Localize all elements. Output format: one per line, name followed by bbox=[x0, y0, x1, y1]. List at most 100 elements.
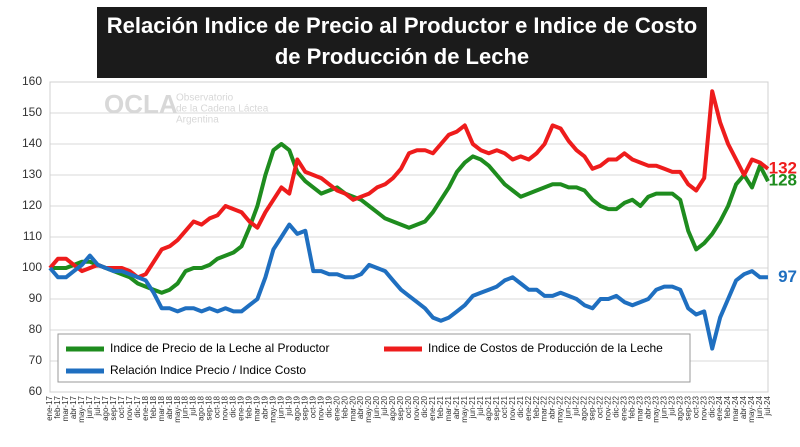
x-tick-label: feb-18 bbox=[149, 395, 158, 418]
x-tick-label: mar-21 bbox=[444, 395, 453, 421]
y-tick-label: 140 bbox=[22, 136, 42, 150]
x-tick-label: may-22 bbox=[556, 395, 565, 422]
x-tick-label: sep-23 bbox=[683, 395, 692, 420]
watermark: de la Cadena Láctea bbox=[176, 104, 269, 115]
watermark: Argentina bbox=[176, 115, 219, 126]
x-tick-label: sep-21 bbox=[492, 395, 501, 420]
y-tick-label: 80 bbox=[29, 322, 43, 336]
y-tick-label: 100 bbox=[22, 260, 42, 274]
x-tick-label: may-17 bbox=[77, 395, 86, 422]
x-tick-label: nov-19 bbox=[316, 395, 325, 420]
x-tick-label: jul-23 bbox=[667, 395, 676, 416]
x-tick-label: jun-21 bbox=[468, 395, 477, 419]
series-line bbox=[48, 89, 770, 280]
x-tick-label: mar-20 bbox=[348, 395, 357, 421]
x-tick-label: dic-18 bbox=[229, 395, 238, 417]
x-tick-label: mar-23 bbox=[635, 395, 644, 421]
x-tick-label: nov-23 bbox=[699, 395, 708, 420]
x-tick-label: ene-21 bbox=[428, 395, 437, 420]
y-tick-label: 60 bbox=[29, 384, 43, 398]
y-tick-label: 160 bbox=[22, 74, 42, 88]
x-tick-label: ene-24 bbox=[715, 395, 724, 420]
x-tick-label: dic-17 bbox=[133, 395, 142, 417]
x-tick-label: abr-19 bbox=[261, 395, 270, 419]
y-tick-label: 130 bbox=[22, 167, 42, 181]
end-label: 97 bbox=[778, 267, 797, 286]
x-tick-label: mar-24 bbox=[731, 395, 740, 421]
x-tick-label: jun-23 bbox=[659, 395, 668, 419]
watermark: Observatorio bbox=[176, 93, 234, 104]
x-tick-label: jun-18 bbox=[181, 395, 190, 419]
x-tick-label: dic-23 bbox=[707, 395, 716, 417]
x-tick-label: jul-21 bbox=[476, 395, 485, 416]
x-tick-label: ago-19 bbox=[292, 395, 301, 420]
y-tick-label: 90 bbox=[29, 291, 43, 305]
x-tick-label: abr-20 bbox=[356, 395, 365, 419]
x-tick-label: sep-20 bbox=[396, 395, 405, 420]
chart-title: de Producción de Leche bbox=[275, 44, 529, 69]
x-tick-label: mar-19 bbox=[253, 395, 262, 421]
x-tick-label: sep-17 bbox=[109, 395, 118, 420]
x-tick-label: oct-23 bbox=[691, 395, 700, 418]
x-tick-label: jul-20 bbox=[380, 395, 389, 416]
legend-label: Relación Indice Precio / Indice Costo bbox=[110, 363, 306, 377]
end-label: 132 bbox=[769, 158, 797, 177]
x-tick-label: dic-20 bbox=[420, 395, 429, 417]
plot-border bbox=[49, 81, 769, 393]
chart-title: Relación Indice de Precio al Productor e… bbox=[107, 13, 697, 38]
x-tick-label: sep-19 bbox=[300, 395, 309, 420]
x-tick-label: dic-22 bbox=[612, 395, 621, 417]
x-tick-label: feb-19 bbox=[245, 395, 254, 418]
x-tick-label: jul-19 bbox=[284, 395, 293, 416]
x-tick-label: oct-21 bbox=[500, 395, 509, 418]
x-tick-label: ene-19 bbox=[237, 395, 246, 420]
x-tick-label: jul-24 bbox=[763, 395, 772, 416]
x-tick-label: abr-24 bbox=[739, 395, 748, 419]
x-tick-label: oct-22 bbox=[596, 395, 605, 418]
x-tick-label: may-19 bbox=[268, 395, 277, 422]
series-line bbox=[50, 142, 770, 295]
end-label: 128 bbox=[769, 171, 797, 190]
legend-label: Indice de Precio de la Leche al Producto… bbox=[110, 341, 329, 355]
x-tick-label: may-21 bbox=[460, 395, 469, 422]
y-tick-label: 110 bbox=[23, 229, 42, 243]
x-tick-label: jun-24 bbox=[755, 395, 764, 419]
x-tick-label: sep-22 bbox=[588, 395, 597, 420]
y-tick-label: 150 bbox=[22, 105, 42, 119]
x-tick-label: nov-20 bbox=[412, 395, 421, 420]
x-tick-label: ene-20 bbox=[332, 395, 341, 420]
x-tick-label: oct-17 bbox=[117, 395, 126, 418]
x-tick-label: mar-17 bbox=[61, 395, 70, 421]
x-tick-label: nov-22 bbox=[604, 395, 613, 420]
x-tick-label: jun-22 bbox=[564, 395, 573, 419]
x-tick-label: may-23 bbox=[651, 395, 660, 422]
x-tick-label: feb-20 bbox=[340, 395, 349, 418]
x-tick-label: jul-22 bbox=[572, 395, 581, 416]
x-tick-label: ago-22 bbox=[580, 395, 589, 420]
x-tick-label: ene-22 bbox=[524, 395, 533, 420]
legend-label: Indice de Costos de Producción de la Lec… bbox=[428, 341, 663, 355]
x-tick-label: mar-22 bbox=[540, 395, 549, 421]
x-tick-label: jun-20 bbox=[372, 395, 381, 419]
x-tick-label: may-18 bbox=[173, 395, 182, 422]
x-tick-label: abr-21 bbox=[452, 395, 461, 419]
x-tick-label: feb-24 bbox=[723, 395, 732, 418]
x-tick-label: feb-22 bbox=[532, 395, 541, 418]
x-tick-label: mar-18 bbox=[157, 395, 166, 421]
x-tick-label: abr-22 bbox=[548, 395, 557, 419]
x-tick-label: nov-21 bbox=[508, 395, 517, 420]
x-tick-label: ene-17 bbox=[45, 395, 54, 420]
y-tick-label: 70 bbox=[29, 353, 43, 367]
x-tick-label: sep-18 bbox=[205, 395, 214, 420]
x-tick-label: feb-21 bbox=[436, 395, 445, 418]
x-tick-label: jul-18 bbox=[189, 395, 198, 416]
x-tick-label: jul-17 bbox=[93, 395, 102, 416]
series-line bbox=[48, 222, 768, 351]
x-tick-label: ago-21 bbox=[484, 395, 493, 420]
x-tick-label: ago-23 bbox=[675, 395, 684, 420]
x-tick-label: ago-18 bbox=[197, 395, 206, 420]
x-tick-label: dic-21 bbox=[516, 395, 525, 417]
x-tick-label: oct-19 bbox=[308, 395, 317, 418]
